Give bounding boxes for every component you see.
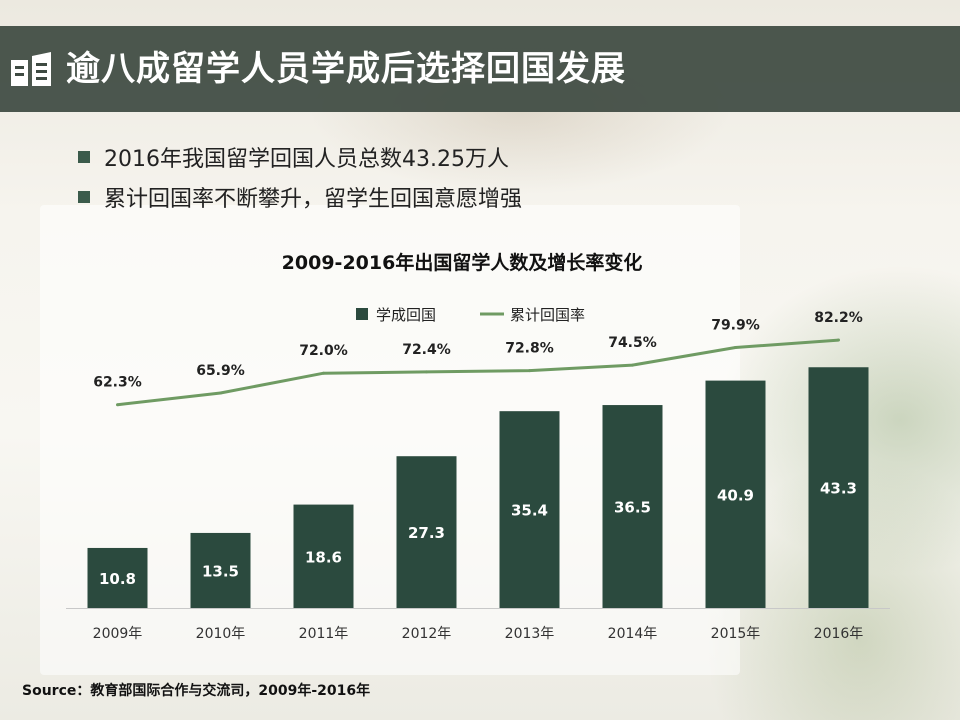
line-value-label: 65.9%	[196, 363, 245, 379]
line-point	[631, 363, 634, 367]
bullet-square-icon	[78, 191, 90, 203]
bar	[396, 456, 457, 608]
x-tick-label: 2011年	[299, 626, 349, 642]
line-point	[219, 391, 222, 395]
line-value-label: 72.0%	[299, 343, 348, 359]
legend-label-bars: 学成回国	[376, 306, 436, 324]
bar	[293, 504, 354, 608]
x-tick-label: 2009年	[93, 626, 143, 642]
x-tick-label: 2015年	[711, 626, 761, 642]
x-tick-label: 2012年	[402, 626, 452, 642]
chart-title: 2009-2016年出国留学人数及增长率变化	[281, 252, 643, 274]
bar	[499, 411, 560, 608]
x-tick-label: 2014年	[608, 626, 658, 642]
bullet-text: 累计回国率不断攀升，留学生回国意愿增强	[104, 187, 523, 212]
line-point	[837, 338, 840, 342]
line-value-label: 74.5%	[608, 335, 657, 351]
bar-value-label: 35.4	[511, 502, 548, 520]
bullet-item: 累计回国率不断攀升，留学生回国意愿增强	[78, 178, 522, 216]
bullet-text: 2016年我国留学回国人员总数43.25万人	[104, 147, 509, 172]
bar-value-label: 13.5	[202, 562, 239, 580]
bar-value-label: 40.9	[717, 486, 754, 504]
bar	[808, 367, 869, 608]
bar	[602, 405, 663, 608]
line-value-label: 72.8%	[505, 341, 554, 357]
bar	[190, 532, 251, 608]
legend-label-line: 累计回国率	[510, 306, 585, 324]
bullet-item: 2016年我国留学回国人员总数43.25万人	[78, 138, 522, 176]
bar-value-label: 36.5	[614, 499, 651, 517]
bar-value-label: 18.6	[305, 548, 342, 566]
x-tick-label: 2013年	[505, 626, 555, 642]
bar-value-label: 10.8	[99, 570, 136, 588]
bullet-list: 2016年我国留学回国人员总数43.25万人 累计回国率不断攀升，留学生回国意愿…	[78, 138, 522, 218]
bar-value-label: 27.3	[408, 524, 445, 542]
line-point	[425, 370, 428, 374]
bar-value-label: 43.3	[820, 480, 857, 498]
chart-title-wrap: 2009-2016年出国留学人数及增长率变化	[0, 248, 960, 275]
bar	[87, 547, 148, 608]
line-value-label: 72.4%	[402, 342, 451, 358]
line-point	[528, 369, 531, 373]
legend-bar-swatch	[356, 308, 368, 320]
line-point	[116, 403, 119, 407]
line-point	[322, 371, 325, 375]
bullet-square-icon	[78, 151, 90, 163]
bar	[705, 380, 766, 608]
line-series-path	[117, 338, 839, 407]
title-bar: 逾八成留学人员学成后选择回国发展	[0, 26, 960, 112]
x-tick-label: 2010年	[196, 626, 246, 642]
source-note: Source：教育部国际合作与交流司，2009年-2016年	[22, 683, 371, 699]
book-icon	[11, 52, 51, 86]
line-value-label: 62.3%	[93, 375, 142, 391]
line-value-label: 79.9%	[711, 318, 760, 334]
page-title: 逾八成留学人员学成后选择回国发展	[66, 49, 626, 89]
line-value-label: 82.2%	[814, 310, 863, 326]
line-point	[734, 346, 737, 350]
x-tick-label: 2016年	[814, 626, 864, 642]
